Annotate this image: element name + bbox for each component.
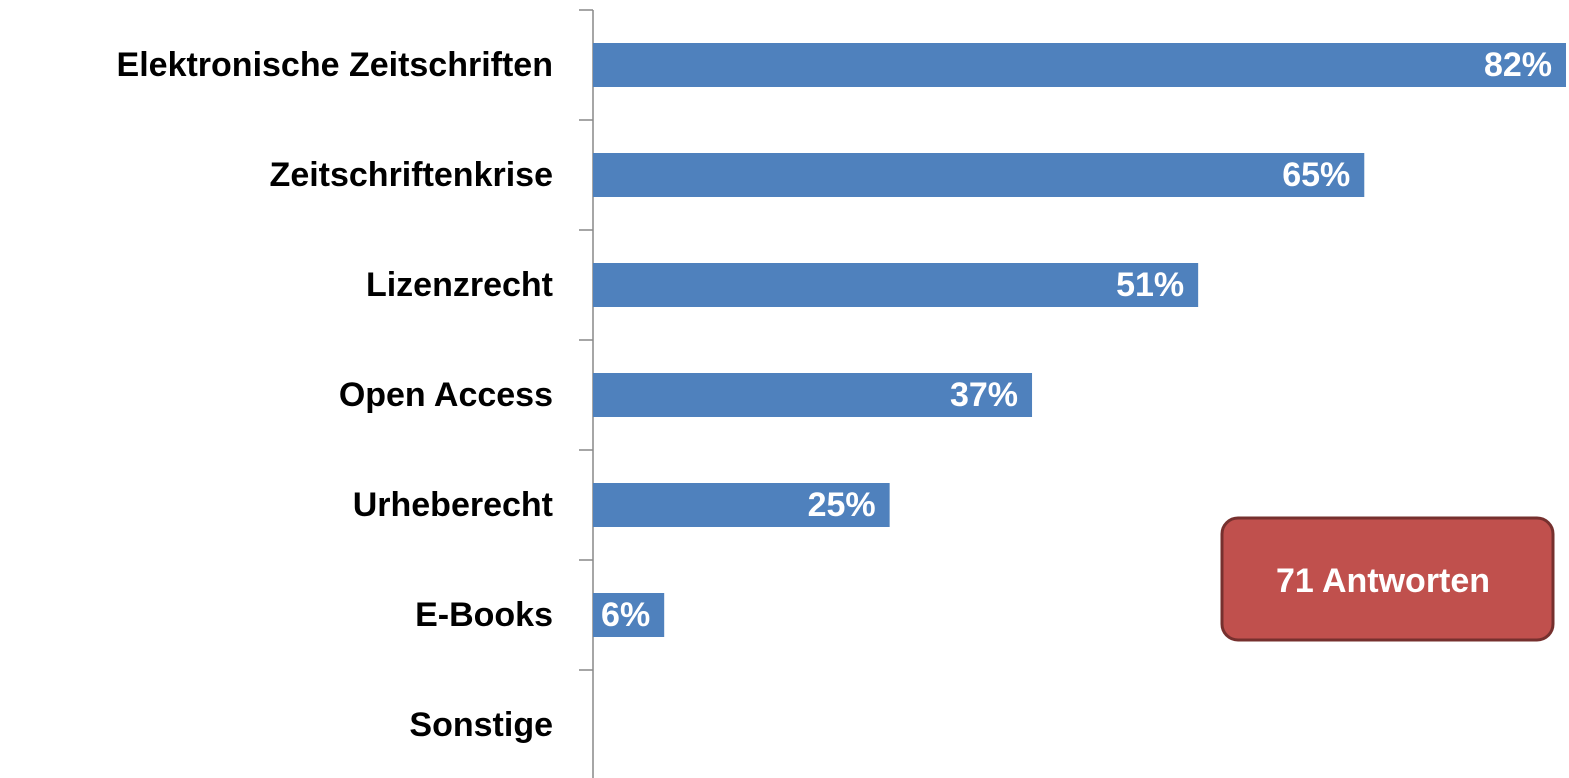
bar <box>593 373 1033 417</box>
bar <box>593 593 665 637</box>
bar <box>593 153 1365 197</box>
value-label: 82% <box>1484 46 1552 84</box>
value-label: 65% <box>1282 156 1350 194</box>
value-label: 25% <box>808 486 876 524</box>
category-label: Elektronische Zeitschriften <box>117 46 553 84</box>
category-label: Urheberecht <box>353 486 553 524</box>
category-label: Open Access <box>339 376 553 414</box>
bar <box>593 43 1566 87</box>
value-label: 51% <box>1116 266 1184 304</box>
bar <box>593 263 1199 307</box>
value-label: 37% <box>950 376 1018 414</box>
annotation-box <box>1220 516 1555 642</box>
category-label: Sonstige <box>409 706 553 744</box>
annotation: 71 Antworten <box>1276 562 1490 600</box>
value-label: 6% <box>601 596 650 634</box>
category-label: Lizenzrecht <box>366 266 553 304</box>
bar <box>593 483 890 527</box>
category-label: Zeitschriftenkrise <box>270 156 553 194</box>
category-label: E-Books <box>415 596 553 634</box>
